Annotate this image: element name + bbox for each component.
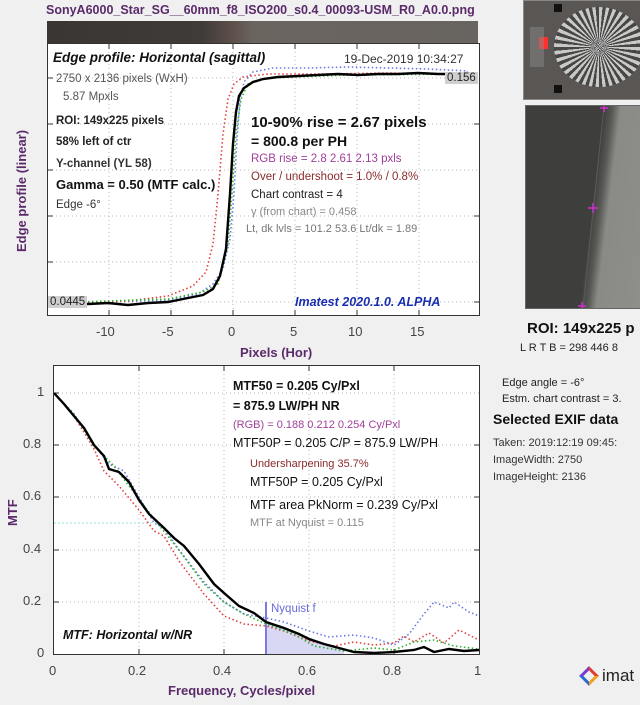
mtf-area: MTF area PkNorm = 0.239 Cy/Pxl (250, 498, 438, 512)
edge-xtick: 5 (290, 324, 298, 339)
mtf-ytick: 0.6 (23, 488, 42, 503)
edge-xtick: 15 (410, 324, 425, 339)
version-label: Imatest 2020.1.0. ALPHA (295, 295, 441, 309)
channel: Y-channel (YL 58) (56, 158, 152, 170)
roi-crop-image (525, 105, 640, 309)
mtf-ytick: 0.8 (23, 436, 42, 451)
side-edge-angle: Edge angle = -6° (502, 377, 585, 389)
mtf-xtick: 0.4 (213, 663, 232, 678)
image-filename: SonyA6000_Star_SG__60mm_f8_ISO200_s0.4_0… (46, 3, 475, 17)
mtf-ytick: 1 (37, 384, 45, 399)
mtf-plot: MTF50 = 0.205 Cy/Pxl = 875.9 LW/PH NR (R… (53, 365, 480, 655)
mtf-xtick: 0 (49, 663, 57, 678)
rise-value: 10-90% rise = 2.67 pixels (251, 114, 427, 131)
imatest-logo-text: imat (602, 666, 635, 685)
roi-title: ROI: 149x225 p (527, 320, 635, 337)
mtf50-value: MTF50 = 0.205 Cy/Pxl (233, 379, 360, 393)
mtf-plot-xlabel: Frequency, Cycles/pixel (168, 683, 316, 698)
rgb-mtf50: (RGB) = 0.188 0.212 0.254 Cy/Pxl (233, 419, 401, 431)
edge-angle: Edge -6° (56, 199, 101, 211)
undersharpening: Undersharpening 35.7% (250, 458, 369, 470)
mtf-ytick: 0.4 (23, 541, 42, 556)
edge-plot-date: 19-Dec-2019 10:34:27 (344, 52, 464, 66)
mtf50p-value: MTF50P = 0.205 C/P = 875.9 LW/PH (233, 436, 438, 450)
nyquist-label: Nyquist f (271, 603, 316, 615)
gamma-from-chart: γ (from chart) = 0.458 (251, 206, 357, 218)
rgb-rise: RGB rise = 2.8 2.61 2.13 pxls (251, 153, 402, 165)
edge-xtick: 0 (228, 324, 236, 339)
image-size: 2750 x 2136 pixels (WxH) (56, 73, 188, 85)
exif-height: ImageHeight: 2136 (493, 471, 586, 483)
edge-profile-graph (48, 44, 479, 315)
edge-xtick: 10 (348, 324, 363, 339)
mtf-at-nyquist: MTF at Nyquist = 0.115 (250, 517, 364, 529)
edge-strip-image (47, 21, 478, 43)
exif-taken: Taken: 2019:12:19 09:45: (493, 437, 618, 449)
lwph-value: = 875.9 LW/PH NR (233, 399, 340, 413)
per-ph-value: = 800.8 per PH (251, 133, 348, 149)
overshoot: Over / undershoot = 1.0% / 0.8% (251, 171, 419, 183)
roi-size: ROI: 149x225 pixels (56, 115, 165, 127)
edge-xtick: -5 (162, 324, 174, 339)
imatest-logo: imat (579, 666, 640, 690)
mtf-xtick: 0.6 (298, 663, 317, 678)
star-chart-thumbnail (523, 0, 640, 100)
top-level-label: 0.156 (445, 72, 478, 84)
edge-plot-xlabel: Pixels (Hor) (240, 345, 313, 360)
roi-coords: L R T B = 298 446 8 (520, 342, 618, 354)
edge-xtick: -10 (96, 324, 115, 339)
mtf-ytick: 0.2 (23, 593, 42, 608)
edge-plot-title: Edge profile: Horizontal (sagittal) (53, 50, 266, 65)
exif-title: Selected EXIF data (493, 411, 619, 427)
mtf-graph (54, 366, 479, 654)
edge-profile-plot: Edge profile: Horizontal (sagittal) 19-D… (47, 43, 480, 316)
light-dark-levels: Lt, dk lvls = 101.2 53.6 Lt/dk = 1.89 (246, 223, 418, 235)
edge-plot-ylabel: Edge profile (linear) (14, 129, 29, 252)
mtf-plot-ylabel: MTF (5, 499, 20, 526)
mtf-corner-label: MTF: Horizontal w/NR (63, 628, 193, 642)
mtf-ytick: 0 (37, 645, 45, 660)
mtf-xtick: 1 (474, 663, 482, 678)
chart-contrast: Chart contrast = 4 (251, 189, 343, 201)
megapixels: 5.87 Mpxls (63, 91, 119, 103)
exif-width: ImageWidth: 2750 (493, 454, 583, 466)
bottom-level-label: 0.0445 (48, 296, 88, 308)
imatest-logo-icon (579, 666, 599, 686)
mtf-xtick: 0.8 (383, 663, 402, 678)
roi-position: 58% left of ctr (56, 136, 132, 148)
mtf50p-cypxl: MTF50P = 0.205 Cy/Pxl (250, 475, 383, 489)
gamma: Gamma = 0.50 (MTF calc.) (56, 177, 216, 192)
estimated-chart-contrast: Estm. chart contrast = 3. (502, 393, 622, 405)
mtf-xtick: 0.2 (128, 663, 147, 678)
